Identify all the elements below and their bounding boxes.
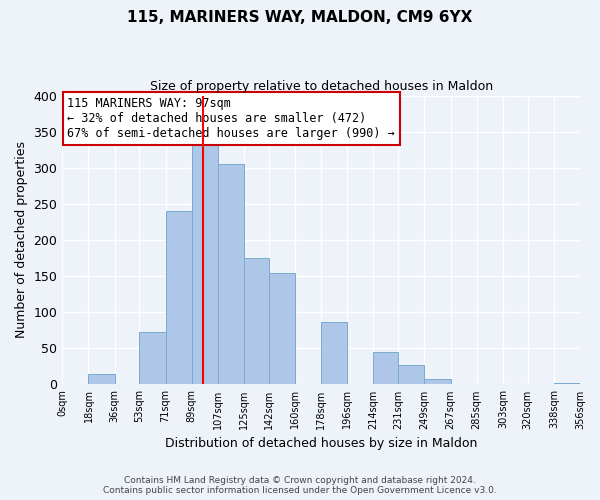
Bar [554, 383, 580, 384]
Bar [321, 322, 347, 384]
Bar [166, 211, 192, 384]
Bar [218, 164, 244, 384]
Bar [269, 273, 295, 384]
Bar [398, 365, 424, 384]
Y-axis label: Number of detached properties: Number of detached properties [15, 142, 28, 338]
Bar [424, 380, 451, 384]
Text: 115, MARINERS WAY, MALDON, CM9 6YX: 115, MARINERS WAY, MALDON, CM9 6YX [127, 10, 473, 25]
Bar [88, 374, 115, 384]
Bar [244, 258, 269, 384]
Text: Contains HM Land Registry data © Crown copyright and database right 2024.
Contai: Contains HM Land Registry data © Crown c… [103, 476, 497, 495]
Bar [192, 142, 218, 384]
Text: 115 MARINERS WAY: 97sqm
← 32% of detached houses are smaller (472)
67% of semi-d: 115 MARINERS WAY: 97sqm ← 32% of detache… [67, 97, 395, 140]
X-axis label: Distribution of detached houses by size in Maldon: Distribution of detached houses by size … [165, 437, 478, 450]
Bar [139, 332, 166, 384]
Bar [373, 352, 398, 384]
Title: Size of property relative to detached houses in Maldon: Size of property relative to detached ho… [149, 80, 493, 93]
